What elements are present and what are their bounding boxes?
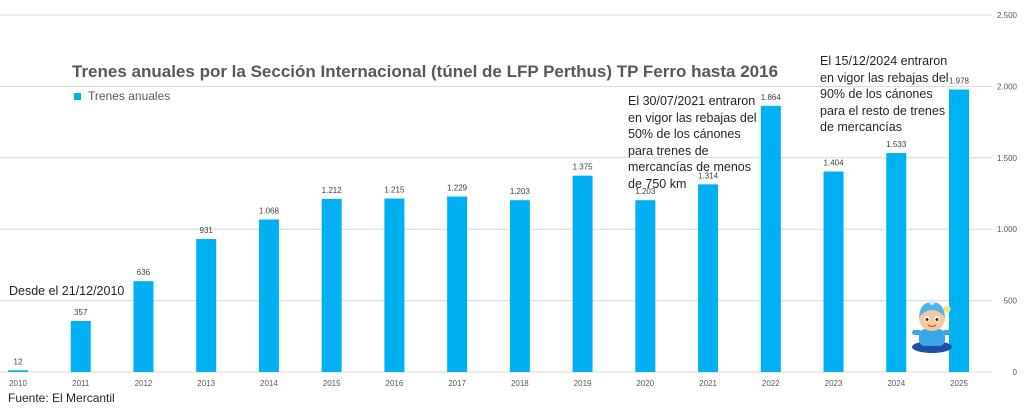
bar-2022 (760, 105, 781, 372)
data-label-2025: 1.978 (949, 77, 970, 86)
data-label-2014: 1.068 (259, 206, 280, 215)
data-label-2022: 1.864 (761, 93, 782, 102)
y-tick-label: 1.000 (997, 225, 1018, 234)
legend-label: Trenes anuales (88, 89, 171, 103)
annotation-2024: El 15/12/2024 entraron en vigor las reba… (820, 54, 949, 134)
data-label-2023: 1.404 (824, 159, 845, 168)
bar-2010 (8, 370, 28, 372)
bar-2015 (321, 198, 342, 372)
data-label-2017: 1.229 (447, 183, 468, 192)
x-tick-label: 2014 (260, 379, 278, 388)
bar-2012 (133, 281, 154, 372)
data-label-2012: 636 (137, 268, 151, 277)
bar-2016 (384, 198, 405, 372)
x-tick-label: 2015 (323, 379, 341, 388)
legend: Trenes anuales (74, 89, 170, 103)
x-tick-label: 2024 (887, 379, 905, 388)
bar-2017 (447, 196, 468, 372)
bar-2014 (258, 219, 279, 372)
y-tick-label: 2.000 (997, 82, 1018, 91)
bar-2019 (572, 175, 593, 372)
data-label-2019: 1.375 (573, 163, 594, 172)
bar-2018 (509, 200, 530, 372)
x-tick-label: 2011 (72, 379, 90, 388)
data-label-2018: 1.203 (510, 187, 531, 196)
x-axis-tick-labels: 2010 2011 2012 2013 2014 2015 2016 2017 2018 2019… (9, 379, 968, 388)
data-label-2013: 931 (200, 226, 214, 235)
data-label-2021: 1.314 (698, 171, 719, 180)
bars: 12 357 636 931 1.068 1.212 1.215 1.229 1.203 1.37… (8, 77, 970, 373)
x-tick-label: 2016 (386, 379, 404, 388)
mascot-figure (912, 299, 952, 353)
bar-2025 (949, 89, 969, 373)
x-tick-label: 2019 (574, 379, 592, 388)
bar-2021 (698, 184, 719, 372)
x-tick-label: 2010 (9, 379, 27, 388)
x-tick-label: 2022 (762, 379, 780, 388)
x-tick-label: 2013 (197, 379, 215, 388)
bar-2013 (196, 239, 217, 372)
data-label-2016: 1.215 (384, 185, 405, 194)
y-tick-label: 2.500 (997, 11, 1018, 20)
data-label-2011: 357 (74, 308, 88, 317)
y-axis-tick-labels: 0 500 1.000 1.500 2.000 2.500 (997, 11, 1018, 377)
chart-title: Trenes anuales por la Sección Internacio… (72, 62, 779, 81)
bar-2023 (823, 171, 844, 372)
y-tick-label: 500 (1004, 297, 1018, 306)
x-tick-label: 2018 (511, 379, 529, 388)
x-tick-label: 2012 (135, 379, 153, 388)
bar-2024 (886, 153, 907, 372)
data-label-2024: 1.533 (886, 140, 907, 149)
data-label-2010: 12 (14, 357, 23, 366)
data-label-2020: 1.203 (635, 187, 656, 196)
legend-swatch (74, 92, 81, 100)
x-tick-label: 2020 (636, 379, 654, 388)
x-tick-label: 2025 (950, 379, 968, 388)
y-tick-label: 1.500 (997, 154, 1018, 163)
data-label-2015: 1.212 (322, 186, 343, 195)
y-tick-label: 0 (1013, 368, 1018, 377)
annotation-2010: Desde el 21/12/2010 (9, 284, 125, 298)
bar-2011 (70, 321, 91, 372)
source-note: Fuente: El Mercantil (8, 391, 115, 405)
x-tick-label: 2017 (448, 379, 466, 388)
bar-2020 (635, 200, 656, 372)
x-tick-label: 2021 (699, 379, 717, 388)
annotation-2021: El 30/07/2021 entraron en vigor las reba… (628, 94, 757, 191)
x-tick-label: 2023 (825, 379, 843, 388)
